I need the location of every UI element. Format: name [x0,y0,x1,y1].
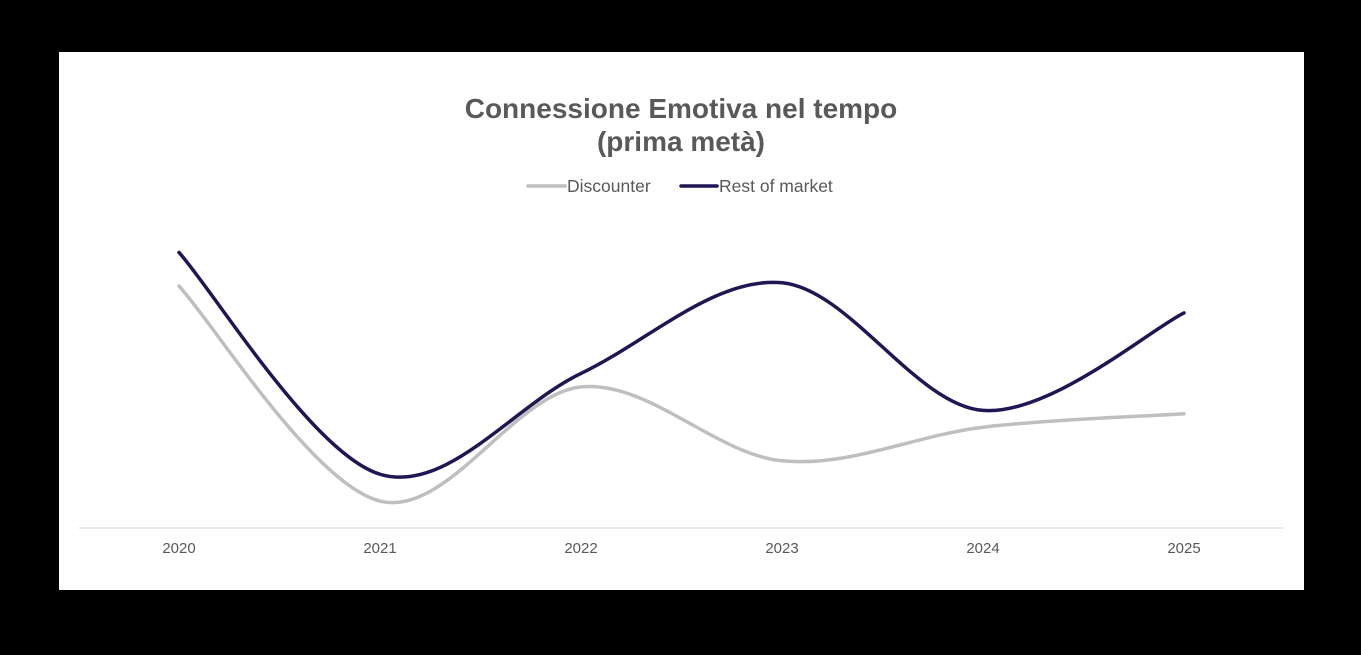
x-tick-label-2022: 2022 [564,540,597,557]
chart-panel: Connessione Emotiva nel tempo (prima met… [59,52,1304,590]
chart-title-line-1: Connessione Emotiva nel tempo [465,93,898,124]
legend-label-rest-of-market: Rest of market [719,176,833,196]
x-tick-label-2023: 2023 [765,540,798,557]
x-tick-label-2025: 2025 [1167,540,1200,557]
x-axis-ticks: 2020 2021 2022 2023 2024 2025 [162,540,1200,557]
x-tick-label-2020: 2020 [162,540,195,557]
series-layer [177,250,1186,505]
line-chart: Connessione Emotiva nel tempo (prima met… [79,93,1283,557]
legend: Discounter Rest of market [526,176,833,196]
legend-label-discounter: Discounter [567,176,651,196]
x-tick-label-2024: 2024 [966,540,999,557]
chart-title-line-2: (prima metà) [597,126,765,157]
series-line-discounter [177,284,1186,505]
series-line-rest-of-market [177,250,1186,479]
x-tick-label-2021: 2021 [363,540,396,557]
